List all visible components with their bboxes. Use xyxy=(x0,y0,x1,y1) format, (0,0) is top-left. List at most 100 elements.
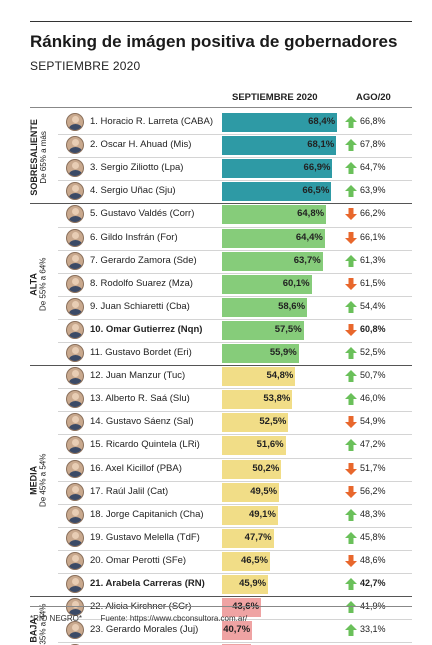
governor-avatar xyxy=(66,113,84,131)
governor-avatar xyxy=(66,159,84,178)
governor-name: 9. Juan Schiaretti (Cba) xyxy=(90,300,190,312)
row-divider xyxy=(58,318,412,320)
ranking-row: 11. Gustavo Bordet (Eri) 55,9% 52,5% xyxy=(58,342,412,365)
row-divider xyxy=(58,619,412,621)
footer-source: Fuente: https://www.cbconsultora.com.ar/ xyxy=(100,614,248,623)
trend-down-arrow-icon xyxy=(345,485,357,498)
previous-value-label: 52,5% xyxy=(360,347,386,357)
ranking-row: 5. Gustavo Valdés (Corr) 64,8% 66,2% xyxy=(58,203,412,226)
governor-name: 7. Gerardo Zamora (Sde) xyxy=(90,254,197,266)
governor-name: 3. Sergio Ziliotto (Lpa) xyxy=(90,162,184,174)
trend-up-arrow-icon xyxy=(345,254,357,267)
row-divider xyxy=(58,642,412,644)
ranking-row: 19. Gustavo Melella (TdF) 47,7% 45,8% xyxy=(58,527,412,550)
row-divider xyxy=(58,411,412,413)
trend-up-arrow-icon xyxy=(345,370,357,383)
band-separator xyxy=(30,596,412,598)
trend-down-arrow-icon xyxy=(345,462,357,475)
governor-name: 8. Rodolfo Suarez (Mza) xyxy=(90,277,193,289)
row-divider xyxy=(58,157,412,159)
previous-value-label: 60,8% xyxy=(360,323,386,334)
governor-avatar xyxy=(66,621,84,640)
row-divider xyxy=(58,434,412,436)
chart-subtitle: SEPTIEMBRE 2020 xyxy=(30,59,141,73)
band-label-text: SOBRESALIENTE De 65% a más xyxy=(29,119,49,196)
value-bar xyxy=(222,390,293,410)
governor-avatar xyxy=(66,598,84,617)
governor-name: 13. Alberto R. Saá (Slu) xyxy=(90,393,190,405)
ranking-row: 16. Axel Kicillof (PBA) 50,2% 51,7% xyxy=(58,458,412,481)
row-divider xyxy=(58,249,412,251)
row-divider xyxy=(58,226,412,228)
governor-avatar xyxy=(66,390,84,409)
ranking-row: 17. Raúl Jalil (Cat) 49,5% 56,2% xyxy=(58,481,412,504)
trend-down-arrow-icon xyxy=(345,323,357,336)
row-divider xyxy=(58,295,412,297)
band-range: De 55% a 64% xyxy=(38,257,48,311)
trend-up-arrow-icon xyxy=(345,508,357,521)
value-bar xyxy=(222,113,338,132)
current-value-label: 40,7% xyxy=(223,624,251,636)
current-value-label: 46,5% xyxy=(240,554,268,566)
value-bar xyxy=(222,344,299,363)
governor-avatar xyxy=(66,459,84,478)
governor-name: 12. Juan Manzur (Tuc) xyxy=(90,370,186,382)
ranking-row: 7. Gerardo Zamora (Sde) 63,7% 61,3% xyxy=(58,250,412,273)
chart-title: Ránking de imágen positiva de gobernador… xyxy=(30,32,398,51)
row-divider xyxy=(58,573,412,574)
previous-value-label: 48,3% xyxy=(360,508,386,519)
governor-name: 6. Gildo Insfrán (For) xyxy=(90,231,178,243)
ranking-row: 8. Rodolfo Suarez (Mza) 60,1% 61,5% xyxy=(58,273,412,296)
value-bar xyxy=(222,598,262,618)
governor-avatar xyxy=(66,205,84,224)
row-divider xyxy=(58,457,412,459)
ranking-row: 15. Ricardo Quintela (LRi) 51,6% 47,2% xyxy=(58,434,412,457)
ranking-row: 4. Sergio Uñac (Sju) 66,5% 63,9% xyxy=(58,180,412,203)
governor-avatar xyxy=(66,251,84,270)
band-separator xyxy=(30,365,412,367)
governor-avatar xyxy=(66,182,84,201)
governor-avatar xyxy=(66,297,84,316)
row-divider xyxy=(58,134,412,136)
value-bar xyxy=(222,136,337,156)
trend-down-arrow-icon xyxy=(345,554,357,567)
band-label: MEDIA De 45% a 54% xyxy=(28,365,50,596)
trend-up-arrow-icon xyxy=(345,347,357,359)
previous-value-label: 42,7% xyxy=(360,578,386,588)
previous-value-label: 63,9% xyxy=(360,185,386,196)
previous-value-label: 45,8% xyxy=(360,531,386,542)
ranking-row: 21. Arabela Carreras (RN) 45,9% 42,7% xyxy=(58,573,412,596)
row-divider xyxy=(58,272,412,274)
row-divider xyxy=(58,480,412,482)
trend-up-arrow-icon xyxy=(345,393,357,406)
value-bar xyxy=(222,182,332,202)
footer-note: *RÍO NEGRO* xyxy=(30,614,83,623)
governor-name: 5. Gustavo Valdés (Corr) xyxy=(90,208,195,220)
previous-value-label: 47,2% xyxy=(360,439,386,450)
previous-value-label: 33,1% xyxy=(360,624,386,635)
value-bar xyxy=(222,205,327,225)
value-bar xyxy=(222,482,280,502)
value-bar xyxy=(222,459,282,479)
current-value-label: 54,8% xyxy=(266,370,294,382)
governor-avatar xyxy=(66,575,84,593)
trend-up-arrow-icon xyxy=(345,139,357,152)
value-bar xyxy=(222,320,304,340)
previous-value-label: 61,5% xyxy=(360,277,386,288)
governor-avatar xyxy=(66,228,84,247)
column-header-previous: AGO/20 xyxy=(356,92,391,103)
value-bar xyxy=(222,528,274,548)
previous-value-label: 66,8% xyxy=(360,116,386,126)
value-bar xyxy=(222,367,296,387)
bottom-rule xyxy=(30,606,412,607)
governor-avatar xyxy=(66,274,84,293)
row-divider xyxy=(58,549,412,551)
current-value-label: 68,4% xyxy=(308,116,336,127)
value-bar xyxy=(222,159,333,179)
governor-avatar xyxy=(66,413,84,432)
governor-name: 15. Ricardo Quintela (LRi) xyxy=(90,439,200,451)
value-bar xyxy=(222,228,325,248)
row-divider xyxy=(58,388,412,390)
governor-avatar xyxy=(66,344,84,362)
ranking-row: 23. Gerardo Morales (Juj) 40,7% 33,1% xyxy=(58,619,412,642)
